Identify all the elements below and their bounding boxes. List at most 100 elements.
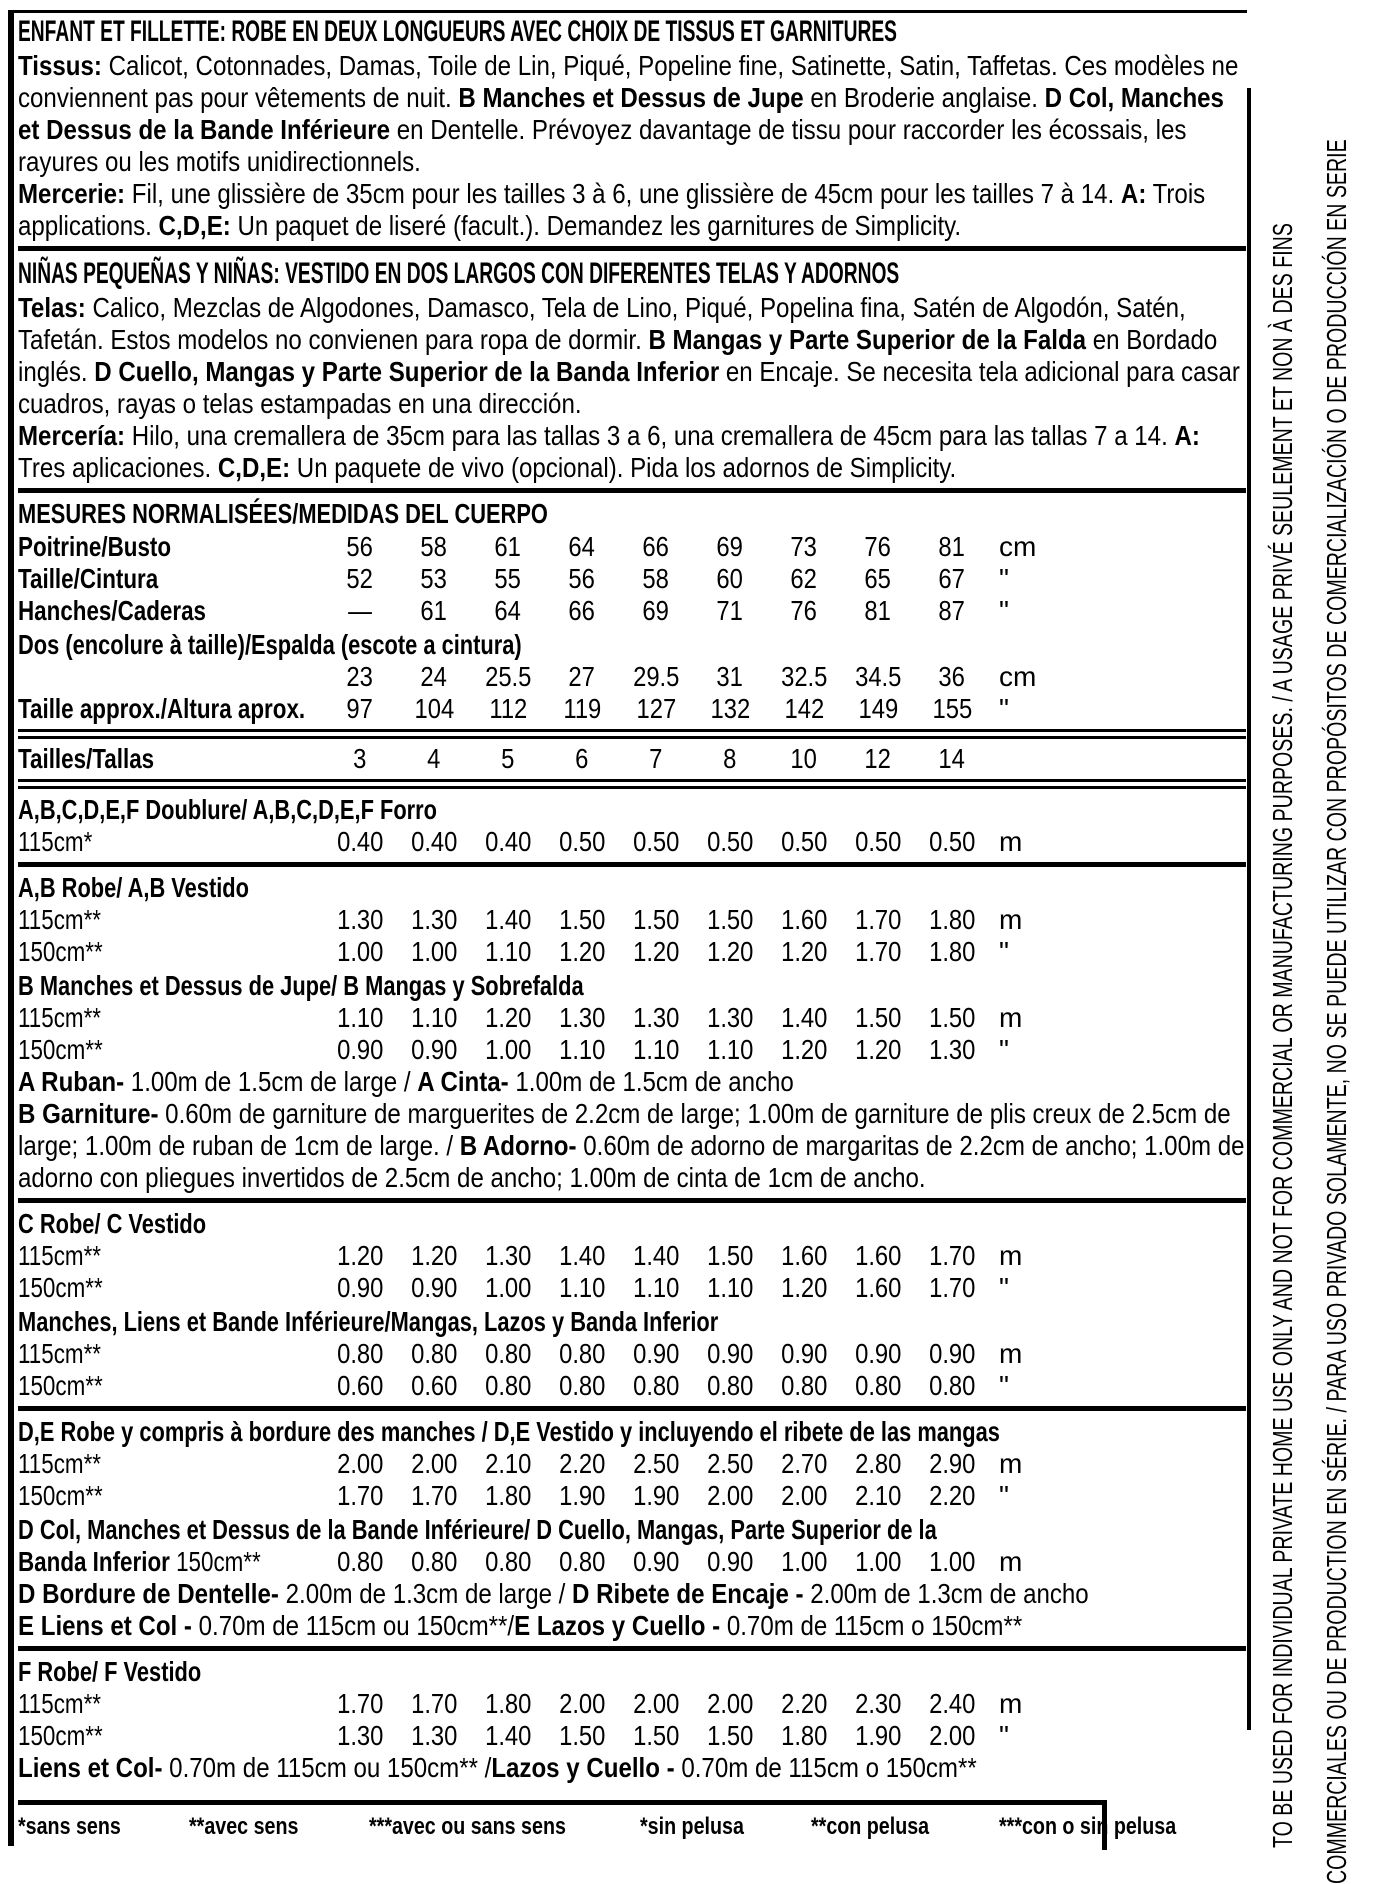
value-cell: 1.80 bbox=[471, 1480, 545, 1512]
unit-cell: m bbox=[999, 1546, 1023, 1577]
footnote-item: **con pelusa bbox=[810, 1813, 929, 1840]
value-cell: 1.50 bbox=[545, 1720, 619, 1752]
value: 1.30 bbox=[632, 1002, 680, 1033]
unit-cell: " bbox=[999, 1034, 1009, 1065]
value-cell: 0.90 bbox=[323, 1034, 397, 1066]
bold-run: Banda Inferior bbox=[18, 1546, 177, 1577]
value: 23 bbox=[346, 661, 374, 692]
yardage-row: Banda Inferior 150cm** 0.80 0.80 0.80 0.80 0.… bbox=[18, 1546, 1246, 1578]
value-cell: 0.50 bbox=[693, 826, 767, 858]
value: 0.80 bbox=[410, 1338, 458, 1369]
text-run: Trois applications. bbox=[18, 178, 1206, 241]
value-cell: 71 bbox=[693, 595, 767, 627]
value: 1.60 bbox=[780, 904, 828, 935]
value-cell: 2.00 bbox=[767, 1480, 841, 1512]
bold-run: B Garniture- bbox=[18, 1098, 159, 1129]
value-cell: 1.20 bbox=[397, 1240, 471, 1272]
value: 8 bbox=[723, 743, 737, 774]
value: 1.20 bbox=[632, 936, 680, 967]
value-cell: 1.30 bbox=[915, 1034, 989, 1066]
row-label-cell: 150cm** bbox=[18, 1480, 323, 1512]
value-cell: 27 bbox=[545, 661, 619, 693]
row-label: 115cm* bbox=[18, 826, 93, 857]
value-cell: 1.00 bbox=[915, 1546, 989, 1578]
section-header-text: A,B Robe/ A,B Vestido bbox=[18, 872, 249, 903]
value-cell: 127 bbox=[619, 693, 693, 725]
value-cell: 56 bbox=[323, 531, 397, 563]
bold-run: Telas: bbox=[18, 292, 86, 323]
value: 1.80 bbox=[484, 1480, 532, 1511]
value-cell: 0.40 bbox=[323, 826, 397, 858]
value-cell: 1.20 bbox=[841, 1034, 915, 1066]
value: 1.40 bbox=[484, 904, 532, 935]
value: 119 bbox=[563, 693, 601, 724]
value-cell: 5 bbox=[471, 743, 545, 775]
value: 1.10 bbox=[632, 1034, 680, 1065]
value: 25.5 bbox=[484, 661, 532, 692]
trim-note: D Bordure de Dentelle- 2.00m de 1.3cm de… bbox=[18, 1578, 1248, 1610]
value-cell: 0.60 bbox=[397, 1370, 471, 1402]
value: 1.00 bbox=[336, 936, 384, 967]
value: 1.70 bbox=[928, 1272, 976, 1303]
value: 1.00 bbox=[484, 1034, 532, 1065]
value-cell: 104 bbox=[397, 693, 471, 725]
value-cell: 2.10 bbox=[841, 1480, 915, 1512]
value-cell: 32.5 bbox=[767, 661, 841, 693]
value: 0.80 bbox=[928, 1370, 976, 1401]
value: 0.80 bbox=[336, 1546, 384, 1577]
value: 0.60 bbox=[410, 1370, 458, 1401]
value: 2.10 bbox=[854, 1480, 902, 1511]
value-cell: 23 bbox=[323, 661, 397, 693]
value-cell: 0.50 bbox=[841, 826, 915, 858]
row-label: Banda Inferior 150cm** bbox=[18, 1546, 261, 1578]
value-cell: 4 bbox=[397, 743, 471, 775]
value-cell: 1.80 bbox=[471, 1688, 545, 1720]
row-label: 115cm** bbox=[18, 1338, 102, 1369]
value-cell: 66 bbox=[619, 531, 693, 563]
row-label-cell: Hanches/Caderas bbox=[18, 595, 323, 627]
row-label-cell: 115cm** bbox=[18, 1448, 323, 1480]
value-cell: 132 bbox=[693, 693, 767, 725]
section-divider bbox=[18, 862, 1246, 867]
unit-cell: " bbox=[999, 1370, 1009, 1401]
yardage-section-header: D,E Robe y compris à bordure des manches… bbox=[18, 1415, 1246, 1448]
value: 1.80 bbox=[780, 1720, 828, 1751]
value-cell: 0.90 bbox=[693, 1338, 767, 1370]
value-cell: 1.40 bbox=[545, 1240, 619, 1272]
text-run: Tres aplicaciones. bbox=[18, 452, 218, 483]
value: 31 bbox=[716, 661, 744, 692]
unit-cell: " bbox=[999, 693, 1009, 724]
value: 56 bbox=[346, 531, 374, 562]
value: 1.70 bbox=[336, 1480, 384, 1511]
value-cell: 0.80 bbox=[397, 1546, 471, 1578]
value: 1.70 bbox=[854, 936, 902, 967]
value-cell: 81 bbox=[841, 595, 915, 627]
row-label-cell: 150cm** bbox=[18, 1720, 323, 1752]
value: 0.90 bbox=[410, 1034, 458, 1065]
yardage-row: 150cm** 1.30 1.30 1.40 1.50 1.50 1.50 1.80 1.90 2… bbox=[18, 1720, 1246, 1752]
text-run: 0.70m de 115cm ou 150cm**/ bbox=[191, 1610, 515, 1641]
value: 2.90 bbox=[928, 1448, 976, 1479]
value-cell: 6 bbox=[545, 743, 619, 775]
row-label-cell bbox=[18, 661, 323, 693]
yardage-section-header: D Col, Manches et Dessus de la Bande Inf… bbox=[18, 1513, 1246, 1546]
value-cell: 1.00 bbox=[841, 1546, 915, 1578]
value: 1.80 bbox=[484, 1688, 532, 1719]
unit-cell: m bbox=[999, 826, 1023, 857]
value-cell: 1.80 bbox=[915, 904, 989, 936]
section-header-text: C Robe/ C Vestido bbox=[18, 1208, 207, 1239]
row-label-cell: 115cm** bbox=[18, 1240, 323, 1272]
value: 76 bbox=[790, 595, 818, 626]
value-cell: 1.50 bbox=[841, 1002, 915, 1034]
value: 0.90 bbox=[928, 1338, 976, 1369]
value-cell: 1.20 bbox=[545, 936, 619, 968]
value-cell: 0.60 bbox=[323, 1370, 397, 1402]
value: 2.00 bbox=[632, 1688, 680, 1719]
value-cell: 1.50 bbox=[545, 904, 619, 936]
row-label: 150cm** bbox=[18, 1370, 103, 1401]
value-cell: 2.40 bbox=[915, 1688, 989, 1720]
unit-cell: " bbox=[999, 595, 1009, 626]
value: 132 bbox=[710, 693, 750, 724]
value-cell: 2.30 bbox=[841, 1688, 915, 1720]
value: 1.50 bbox=[558, 1720, 606, 1751]
